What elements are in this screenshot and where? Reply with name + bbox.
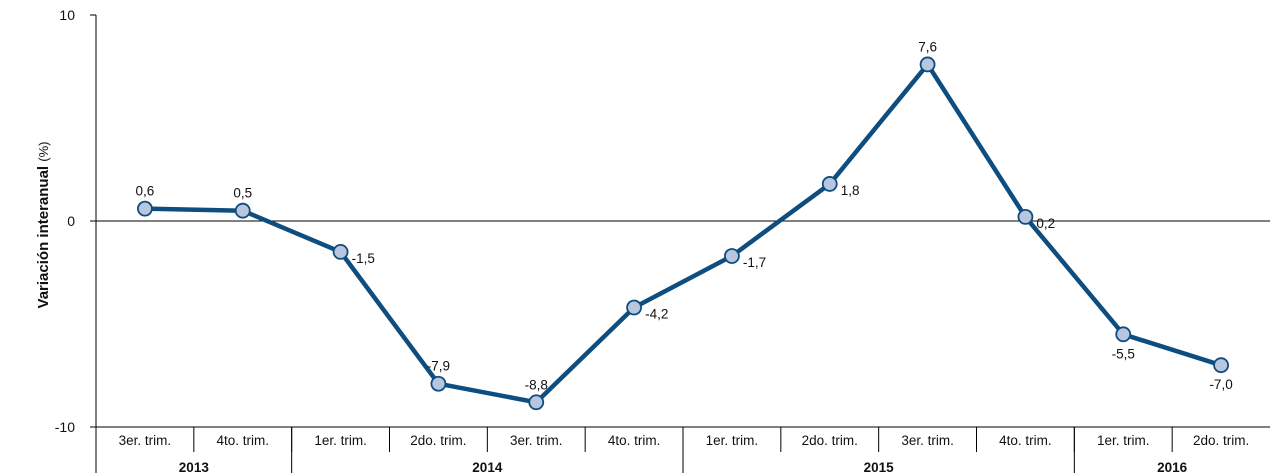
- data-point: [821, 176, 838, 192]
- category-label: 3er. trim.: [119, 433, 172, 448]
- data-point: [528, 394, 545, 411]
- category-label: 4to. trim.: [216, 433, 269, 448]
- year-label: 2013: [179, 460, 210, 473]
- data-point: [234, 202, 251, 219]
- data-label: 0,2: [1036, 216, 1055, 231]
- data-point: [724, 248, 740, 264]
- data-label: -7,0: [1209, 377, 1232, 392]
- y-tick-label: 10: [59, 7, 75, 23]
- y-tick-label: 0: [67, 213, 75, 229]
- data-label: -1,7: [743, 255, 766, 270]
- data-label: 0,5: [233, 186, 252, 201]
- axes: [90, 14, 1270, 473]
- data-point: [430, 375, 447, 392]
- category-label: 3er. trim.: [901, 433, 954, 448]
- data-point: [1213, 357, 1229, 374]
- data-point: [919, 56, 936, 73]
- category-label: 2do. trim.: [1193, 433, 1249, 448]
- category-label: 2do. trim.: [410, 433, 466, 448]
- data-label: -8,8: [525, 377, 548, 392]
- series: [137, 56, 1229, 411]
- year-label: 2015: [864, 460, 895, 473]
- category-label: 4to. trim.: [999, 433, 1052, 448]
- data-point: [137, 200, 153, 217]
- category-label: 2do. trim.: [802, 433, 858, 448]
- y-axis-unit: (%): [36, 142, 51, 162]
- year-label: 2014: [472, 460, 503, 473]
- data-label: 0,6: [136, 184, 155, 199]
- y-tick-labels: 10 0 -10: [55, 7, 75, 435]
- data-label: -7,9: [427, 359, 450, 374]
- category-label: 3er. trim.: [510, 433, 563, 448]
- y-axis-title-text: Variación interanual: [35, 166, 52, 309]
- data-point: [1115, 326, 1132, 343]
- y-tick-label: -10: [55, 419, 75, 435]
- y-axis-title: Variación interanual (%): [35, 142, 52, 309]
- data-point: [332, 243, 349, 260]
- data-point: [626, 299, 642, 316]
- category-labels: 3er. trim. 4to. trim. 1er. trim. 2do. trim.…: [119, 433, 1250, 448]
- data-label: -1,5: [352, 251, 375, 266]
- series-line: [142, 62, 1224, 405]
- data-label: 1,8: [841, 183, 860, 198]
- category-label: 1er. trim.: [314, 433, 367, 448]
- category-label: 1er. trim.: [706, 433, 759, 448]
- data-point: [1017, 208, 1034, 225]
- category-label: 1er. trim.: [1097, 433, 1150, 448]
- year-labels: 2013 2014 2015 2016: [179, 460, 1188, 473]
- category-label: 4to. trim.: [608, 433, 661, 448]
- data-label: -4,2: [645, 307, 668, 322]
- data-labels: 0,6 0,5 -1,5 -7,9 -8,8 -4,2 -1,7 1,8 7,6 0,2 -5,5 -…: [136, 39, 1233, 392]
- data-label: 7,6: [918, 39, 937, 54]
- year-label: 2016: [1157, 460, 1188, 473]
- data-label: -5,5: [1112, 346, 1135, 361]
